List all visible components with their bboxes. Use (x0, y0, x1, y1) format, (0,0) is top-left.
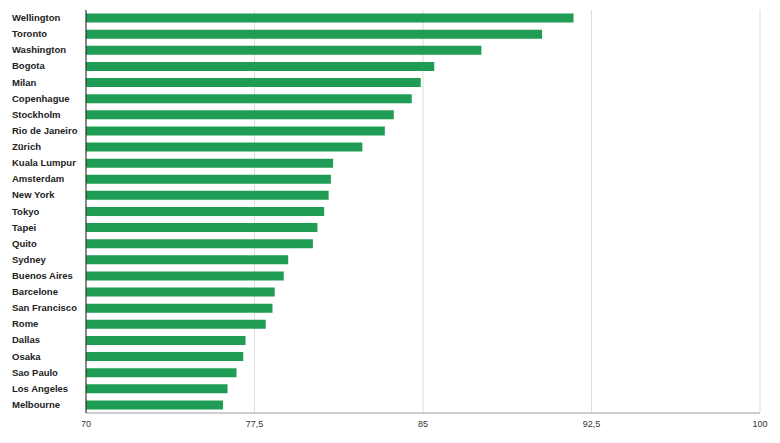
svg-text:Tapei: Tapei (12, 222, 36, 233)
svg-text:Rome: Rome (12, 318, 38, 329)
svg-text:Los Angeles: Los Angeles (12, 383, 68, 394)
svg-text:Kuala Lumpur: Kuala Lumpur (12, 157, 76, 168)
svg-text:77,5: 77,5 (246, 419, 264, 429)
svg-text:Washington: Washington (12, 44, 66, 55)
svg-text:Toronto: Toronto (12, 28, 47, 39)
svg-text:Rio de Janeiro: Rio de Janeiro (12, 125, 78, 136)
svg-text:Buenos Aires: Buenos Aires (12, 270, 73, 281)
svg-text:85: 85 (418, 419, 428, 429)
svg-text:Tokyo: Tokyo (12, 206, 39, 217)
svg-text:Osaka: Osaka (12, 351, 41, 362)
svg-text:San Francisco: San Francisco (12, 302, 77, 313)
svg-text:Zürich: Zürich (12, 141, 41, 152)
svg-text:Barcelone: Barcelone (12, 286, 58, 297)
svg-text:Wellington: Wellington (12, 12, 61, 23)
svg-text:Sydney: Sydney (12, 254, 47, 265)
svg-text:Dallas: Dallas (12, 334, 40, 345)
svg-text:Milan: Milan (12, 77, 36, 88)
svg-text:Melbourne: Melbourne (12, 399, 60, 410)
svg-text:100: 100 (752, 419, 767, 429)
svg-text:Bogota: Bogota (12, 60, 45, 71)
svg-text:70: 70 (81, 419, 91, 429)
svg-text:Stockholm: Stockholm (12, 109, 61, 120)
svg-text:Copenhague: Copenhague (12, 93, 70, 104)
svg-text:Sao Paulo: Sao Paulo (12, 367, 58, 378)
svg-text:Quito: Quito (12, 238, 37, 249)
svg-text:New York: New York (12, 189, 55, 200)
svg-text:Amsterdam: Amsterdam (12, 173, 64, 184)
svg-text:92,5: 92,5 (583, 419, 601, 429)
